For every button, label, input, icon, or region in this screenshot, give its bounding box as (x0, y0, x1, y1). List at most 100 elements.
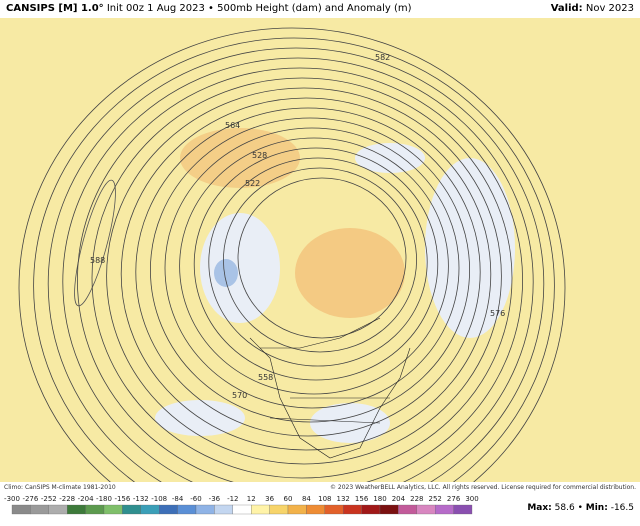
contour-label: 528 (252, 151, 267, 160)
colorbar-swatch (67, 504, 86, 515)
colorbar-swatch (30, 504, 49, 515)
colorbar-tick-label: -12 (227, 495, 238, 503)
colorbar-tick-label: -60 (190, 495, 201, 503)
colorbar-tick-label: 12 (247, 495, 256, 503)
colorbar-tick-label: -252 (41, 495, 57, 503)
valid-date: Nov 2023 (585, 3, 634, 14)
map: 564 528 522 588 576 558 570 582 (0, 18, 640, 482)
colorbar-swatch (416, 504, 436, 515)
header: CANSIPS [M] 1.0° Init 00z 1 Aug 2023 • 5… (0, 0, 640, 18)
title-rest: Init 00z 1 Aug 2023 • 500mb Height (dam)… (106, 3, 412, 14)
contour (18, 27, 566, 482)
contour (33, 37, 555, 482)
colorbar-tick-label: 108 (318, 495, 331, 503)
min-label: Min: (585, 503, 608, 513)
colorbar-tick-label: 276 (447, 495, 461, 503)
colorbar-tick-label: -108 (151, 495, 167, 503)
colorbar-swatch (361, 504, 381, 515)
contour (193, 147, 439, 381)
anomaly-negative (310, 403, 390, 443)
colorbar-tick-label: -132 (133, 495, 149, 503)
colorbar-swatch (453, 504, 473, 515)
contour-label: 522 (245, 179, 260, 188)
max-label: Max: (527, 503, 552, 513)
contour (164, 127, 460, 409)
model: CANSIPS [M] 1.0° (6, 3, 104, 14)
contour (237, 177, 407, 339)
anomaly-negative (214, 259, 238, 287)
colorbar-swatch (398, 504, 417, 515)
contour-label: 558 (258, 373, 273, 382)
coastlines (249, 317, 411, 459)
separator: • (577, 503, 583, 513)
contours (18, 27, 566, 482)
colorbar-swatch (122, 504, 141, 515)
colorbar-tick-label: -36 (209, 495, 221, 503)
title: CANSIPS [M] 1.0° Init 00z 1 Aug 2023 • 5… (6, 0, 412, 18)
contour (149, 117, 471, 423)
contour (77, 67, 523, 482)
colorbar-tick-label: -180 (96, 495, 112, 503)
contour (62, 57, 534, 482)
colorbar-tick-label: 156 (355, 495, 369, 503)
colorbar-swatch (306, 504, 325, 515)
contour (74, 179, 116, 307)
anomaly-negative (425, 158, 515, 338)
contour (106, 87, 502, 465)
colorbar-swatch (159, 504, 178, 515)
colorbar-swatch (48, 504, 68, 515)
valid: Valid: Nov 2023 (551, 0, 634, 18)
colorbar-swatch (251, 504, 270, 515)
contour (91, 77, 513, 479)
climo-note: Climo: CanSIPS M-climate 1981-2010 (4, 484, 116, 491)
contour-label: 588 (90, 256, 105, 265)
anomaly-positive (180, 128, 300, 188)
colorbar-tick-label: 132 (337, 495, 350, 503)
contour-label: 576 (490, 309, 505, 318)
colorbar-tick-label: 252 (429, 495, 442, 503)
contour (179, 137, 449, 395)
colorbar-tick-label: 228 (410, 495, 423, 503)
colorbar-swatch (103, 504, 123, 515)
colorbar-swatch (435, 504, 454, 515)
contour (135, 107, 481, 437)
colorbar-tick-label: -84 (172, 495, 184, 503)
colorbar-swatch (232, 504, 252, 515)
colorbar-tick-label: 204 (392, 495, 406, 503)
contour (208, 157, 428, 367)
colorbar-tick-label: 60 (284, 495, 293, 503)
colorbar-tick-label: 180 (373, 495, 386, 503)
colorbar-swatch (269, 504, 289, 515)
colorbar: -300 -276 -252 -228 -204 -180 -156 -132 -108 -84-… (4, 495, 479, 515)
colorbar-tick-label: 300 (465, 495, 478, 503)
anomaly-negative (200, 213, 280, 323)
colorbar-swatch (11, 504, 31, 515)
colorbar-tick-label: -228 (59, 495, 75, 503)
anomaly-positive (295, 228, 405, 318)
colorbar-swatch (195, 504, 215, 515)
colorbar-tick-label: 36 (265, 495, 274, 503)
contour (120, 97, 492, 451)
valid-label: Valid: (550, 3, 583, 14)
colorbar-swatch (214, 504, 233, 515)
colorbar-swatch (287, 504, 307, 515)
colorbar-tick-label: -156 (114, 495, 130, 503)
copyright: © 2023 WeatherBELL Analytics, LLC. All r… (330, 484, 636, 491)
contour (222, 167, 417, 353)
colorbar-tick-label: -204 (78, 495, 94, 503)
colorbar-tick-label: -300 (4, 495, 20, 503)
colorbar-swatch (140, 504, 160, 515)
contour (47, 47, 545, 482)
colorbar-swatch (177, 504, 197, 515)
colorbar-tick-label: -276 (22, 495, 38, 503)
stats: Max: 58.6 • Min: -16.5 (527, 503, 634, 513)
contour-label: 570 (232, 391, 247, 400)
max: 58.6 (554, 503, 575, 513)
colorbar-swatch (324, 504, 344, 515)
colorbar-swatch (343, 504, 362, 515)
contour-label: 564 (225, 121, 240, 130)
contour-label: 582 (375, 53, 390, 62)
min: -16.5 (610, 503, 634, 513)
colorbar-swatch (379, 504, 399, 515)
